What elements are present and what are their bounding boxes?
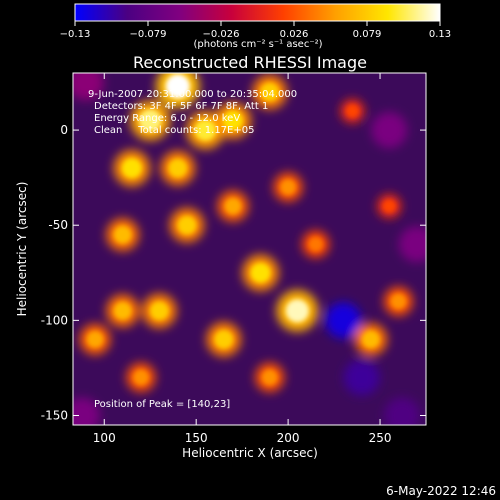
emission-blob xyxy=(224,197,242,215)
colorbar-unit-label: (photons cm⁻² s⁻¹ asec⁻²) xyxy=(193,39,322,50)
emission-blob xyxy=(390,293,407,310)
emission-blob xyxy=(280,179,296,195)
observation-annotations: 9-Jun-2007 20:31:00.000 to 20:35:04.000 … xyxy=(88,89,297,410)
colorbar-tick-label: −0.026 xyxy=(202,29,239,40)
y-tick-label: -150 xyxy=(41,408,68,422)
annotation-energy: Energy Range: 6.0 - 12.0 keV xyxy=(94,113,240,124)
colorbar-tick-label: −0.13 xyxy=(60,29,91,40)
emission-blob xyxy=(133,369,149,386)
emission-blob xyxy=(86,331,104,348)
emission-blob xyxy=(139,109,162,132)
annotation-time: 9-Jun-2007 20:31:00.000 to 20:35:04.000 xyxy=(88,89,297,100)
y-tick-label: 0 xyxy=(60,123,68,137)
annotation-detectors: Detectors: 3F 4F 5F 6F 7F 8F, Att 1 xyxy=(94,101,268,112)
emission-blob xyxy=(165,74,190,99)
negative-emission-blob xyxy=(343,359,380,396)
colorbar-tick-label: −0.079 xyxy=(129,29,166,40)
emission-blob xyxy=(150,301,169,321)
x-tick-label: 250 xyxy=(369,431,392,445)
heatmap-image xyxy=(73,73,426,425)
emission-blob xyxy=(361,330,380,349)
x-axis-title: Heliocentric X (arcsec) xyxy=(182,446,318,460)
emission-blob xyxy=(214,329,234,349)
negative-emission-blob xyxy=(371,112,408,149)
x-tick-label: 100 xyxy=(93,431,116,445)
colorbar-gradient xyxy=(74,3,441,22)
emission-blob xyxy=(383,200,396,213)
y-tick-label: -50 xyxy=(48,218,68,232)
colorbar-tick-label: 0.13 xyxy=(429,29,451,40)
emission-blob xyxy=(260,82,280,102)
emission-blob xyxy=(250,262,271,283)
y-tick-label: -100 xyxy=(41,313,68,327)
negative-emission-blob xyxy=(384,397,421,425)
emission-blob xyxy=(177,215,197,235)
colorbar-tick-label: 0.026 xyxy=(280,29,309,40)
footer-date: 6-May-2022 12:46 xyxy=(386,484,496,498)
emission-blob xyxy=(121,158,142,179)
chart-title: Reconstructed RHESSI Image xyxy=(133,53,367,72)
emission-blob xyxy=(113,301,132,320)
emission-blob xyxy=(113,225,132,244)
colorbar: −0.13 −0.079 −0.026 0.026 0.079 0.13 (photons… xyxy=(60,3,451,50)
peak-position-label: Position of Peak = [140,23] xyxy=(94,399,230,410)
x-tick-label: 200 xyxy=(277,431,300,445)
emission-blob xyxy=(285,299,309,323)
emission-blob xyxy=(261,369,278,386)
emission-blob xyxy=(223,110,243,131)
colorbar-ticks: −0.13 −0.079 −0.026 0.026 0.079 0.13 xyxy=(60,21,451,40)
x-axis-ticks: 100 150 200 250 xyxy=(93,73,392,445)
negative-emission-blob xyxy=(73,73,104,101)
y-axis-ticks: 0 -50 -100 -150 xyxy=(41,123,426,422)
plot-frame xyxy=(72,72,427,426)
emission-blob xyxy=(346,104,359,118)
negative-emission-blob xyxy=(325,302,362,339)
emission-blob xyxy=(168,158,188,178)
annotation-clean: Clean Total counts: 1.17E+05 xyxy=(94,125,254,136)
emission-blob xyxy=(308,237,323,252)
plot-area: 100 150 200 250 0 -50 -100 -150 xyxy=(41,72,427,445)
x-tick-label: 150 xyxy=(185,431,208,445)
negative-emission-blob xyxy=(73,397,101,425)
negative-emission-blob xyxy=(398,226,426,263)
emission-blob xyxy=(194,119,216,141)
colorbar-tick-label: 0.079 xyxy=(353,29,382,40)
y-axis-title: Heliocentric Y (arcsec) xyxy=(15,182,29,317)
